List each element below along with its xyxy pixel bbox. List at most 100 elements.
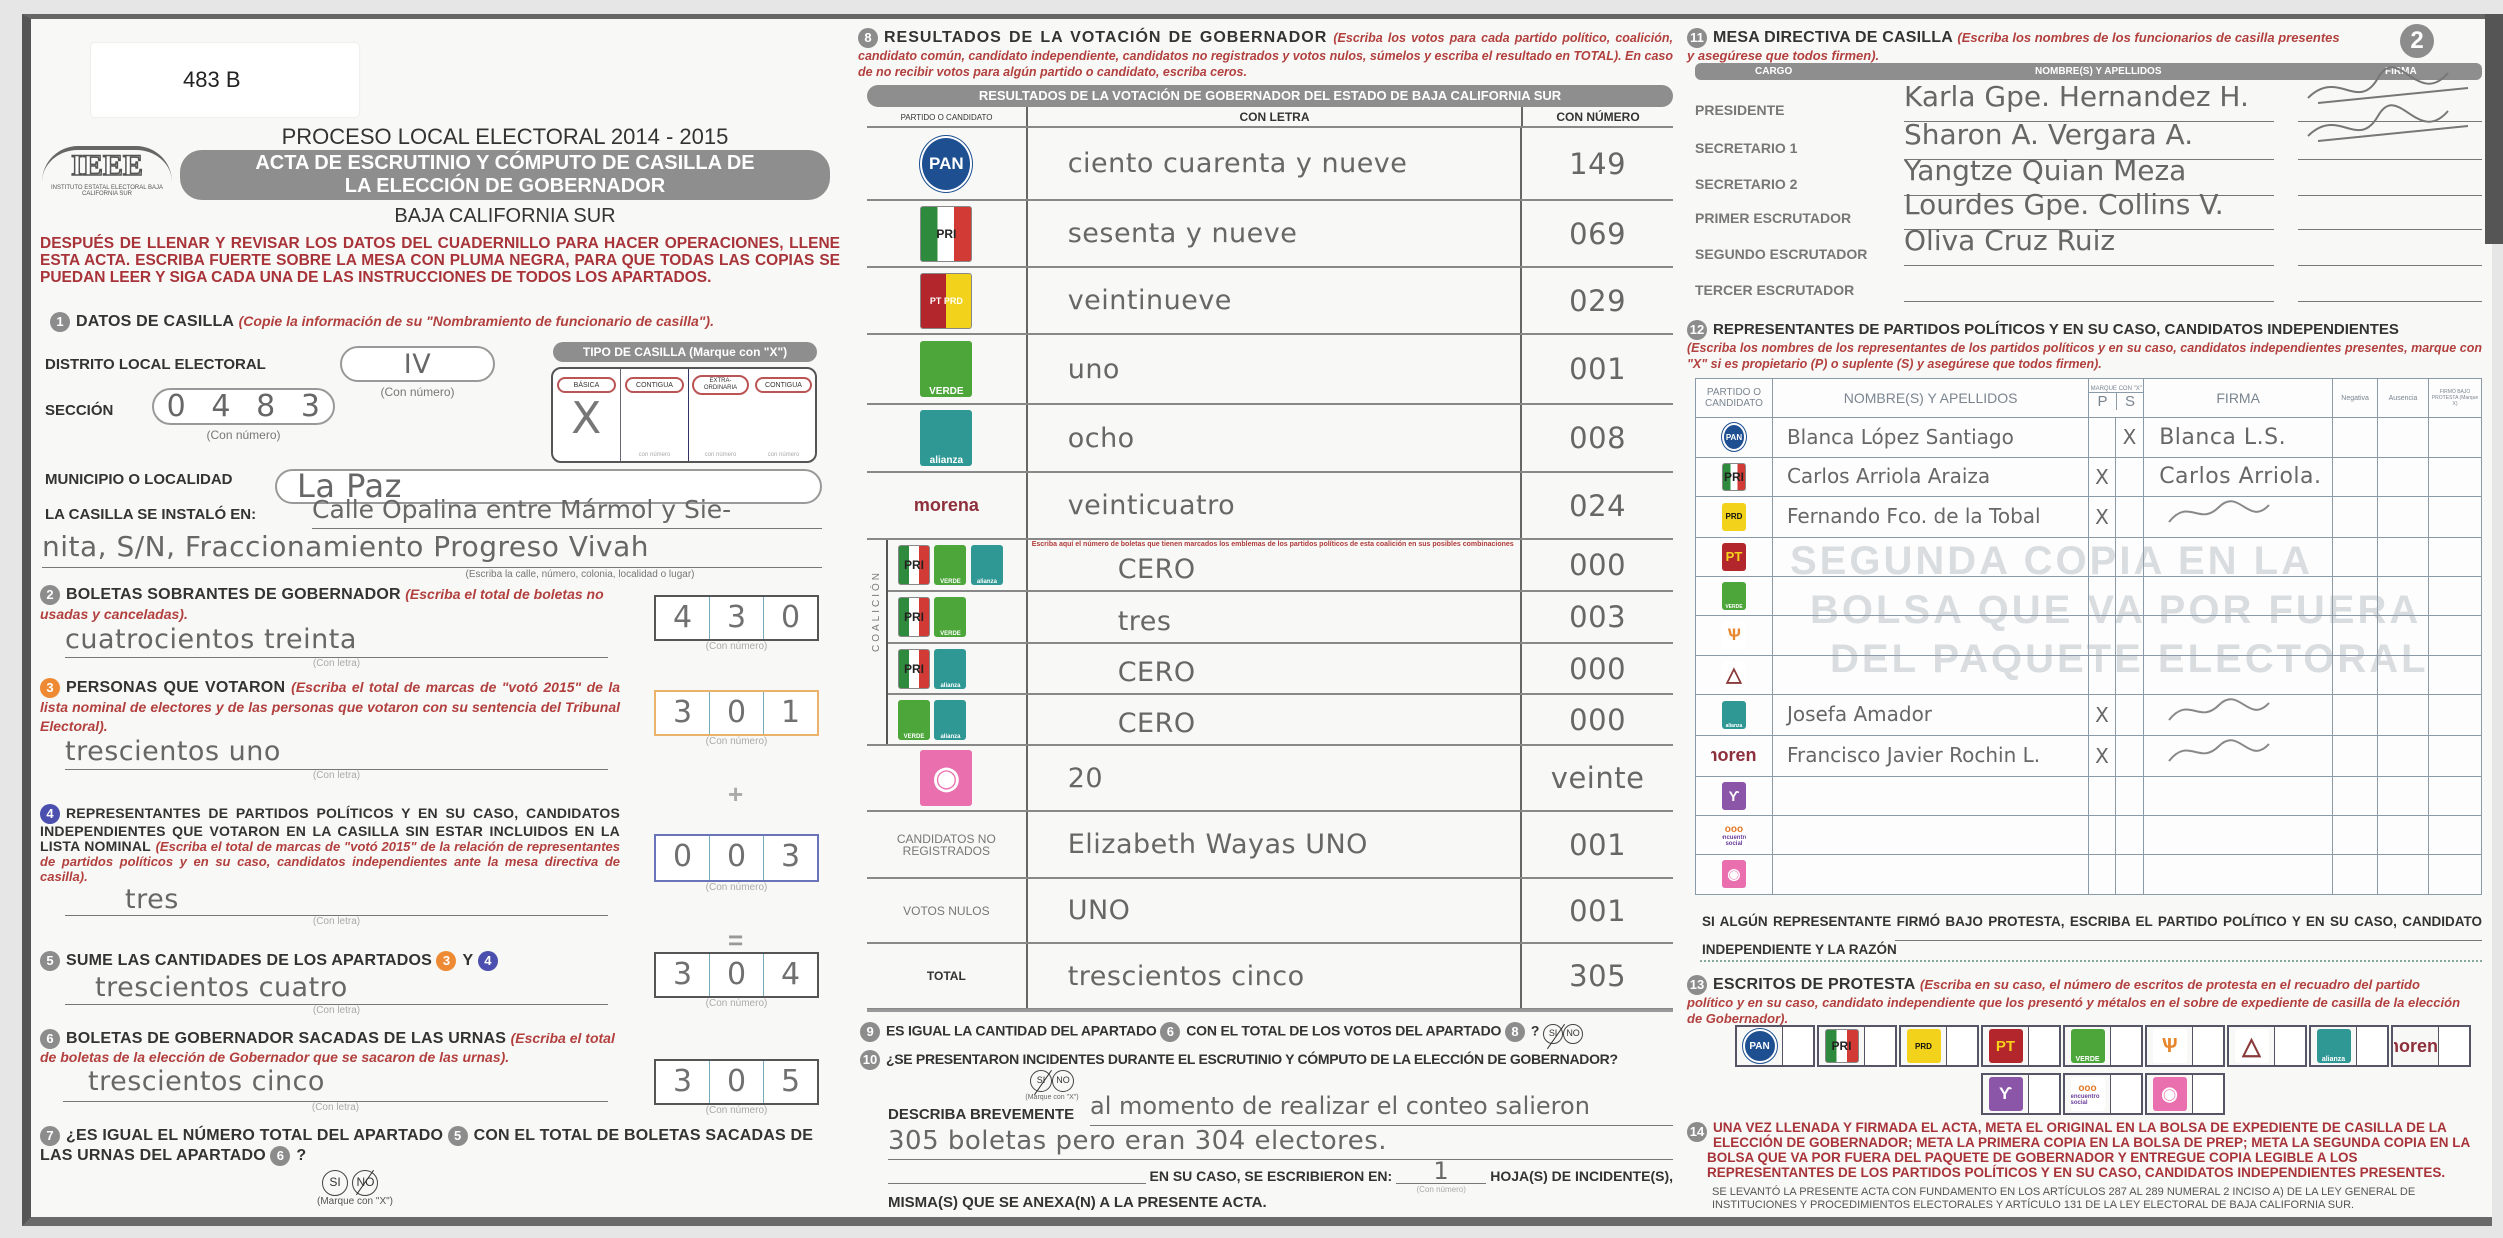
section-note: (Copie la información de su "Nombramient… bbox=[238, 313, 714, 330]
digit: 3 bbox=[780, 839, 801, 874]
rep-sign-cell bbox=[2143, 854, 2334, 895]
section-3: 3 PERSONAS QUE VOTARON (Escriba el total … bbox=[40, 678, 830, 807]
col-sign: FIRMA bbox=[2385, 66, 2417, 77]
describe-line1: al momento de realizar el conteo saliero… bbox=[1090, 1092, 1673, 1126]
col-sign: FIRMA bbox=[2143, 377, 2334, 419]
pan-logo: PAN bbox=[1720, 422, 1747, 453]
rep-protest-cell bbox=[2428, 814, 2482, 856]
alianza-logo: alianza bbox=[970, 545, 1003, 585]
section-number-badge: 6 bbox=[40, 1029, 60, 1049]
rep-negativa-cell bbox=[2332, 654, 2379, 695]
protest-count-field bbox=[2029, 1075, 2059, 1113]
protest-count-field bbox=[2029, 1027, 2059, 1065]
final-instructions: UNA VEZ LLENADA Y FIRMADA EL ACTA, META … bbox=[1707, 1120, 2470, 1180]
official-signature-line bbox=[2298, 104, 2482, 160]
s6-letter-field: trescientos cinco bbox=[63, 1066, 608, 1102]
official-role: PRESIDENTE bbox=[1695, 102, 1785, 118]
con-letra-caption: (Con letra) bbox=[312, 916, 361, 927]
rep-p-cell: X bbox=[2088, 456, 2117, 497]
official-role: SECRETARIO 1 bbox=[1695, 140, 1798, 156]
general-instructions: DESPUÉS DE LLENAR Y REVISAR LOS DATOS DE… bbox=[40, 235, 840, 286]
logo-text: PT bbox=[1725, 549, 1743, 565]
con-numero-caption: (Con número) bbox=[705, 882, 768, 893]
ref-badge: 3 bbox=[436, 950, 457, 971]
votes-letter: 20 bbox=[1067, 762, 1104, 794]
logo-text: VERDE bbox=[940, 631, 961, 637]
protest-count-field bbox=[2111, 1027, 2141, 1065]
instalo-label: LA CASILLA SE INSTALÓ EN: bbox=[45, 506, 257, 523]
rep-ausencia-cell bbox=[2377, 775, 2429, 817]
votes-number: 001 bbox=[1569, 827, 1627, 862]
votes-letter: ocho bbox=[1067, 422, 1135, 454]
votes-letter-cell: ocho bbox=[1026, 404, 1523, 473]
votes-number: 001 bbox=[1569, 352, 1627, 386]
protest-box: alianza bbox=[2309, 1025, 2389, 1067]
rep-name-cell bbox=[1771, 854, 2090, 895]
pan-logo: PAN bbox=[1741, 1028, 1778, 1064]
pri-logo: PRI bbox=[898, 648, 930, 689]
rep-p-mark: X bbox=[2095, 743, 2110, 768]
logo-text: PT bbox=[1995, 1037, 2016, 1055]
votes-letter: veintinueve bbox=[1067, 285, 1232, 316]
results-row: ◉ 20 veinte bbox=[867, 745, 1673, 812]
representative-row: △ bbox=[1695, 654, 2482, 695]
rep-p-mark: X bbox=[2095, 702, 2110, 727]
party-logo-cell: ◉ bbox=[867, 745, 1028, 812]
logo-text: alianza bbox=[929, 455, 964, 466]
tipo-casilla-box: BÁSICA X CONTIGUA con número EXTRA-ORDIN… bbox=[551, 367, 817, 463]
alianza-logo: alianza bbox=[934, 648, 967, 689]
party-logo-cell: PRI bbox=[867, 200, 1028, 268]
rep-name-cell bbox=[1771, 536, 2090, 578]
rep-protest-cell bbox=[2428, 654, 2482, 695]
votes-number-cell: 149 bbox=[1521, 128, 1673, 201]
protest-box: ◉ bbox=[2145, 1073, 2225, 1115]
handwritten-signature bbox=[2168, 738, 2270, 762]
party-logo-cell: alianza bbox=[867, 404, 1028, 473]
digit: 0 bbox=[710, 1061, 764, 1103]
section-12-header: 12 REPRESENTANTES DE PARTIDOS POLÍTICOS Y… bbox=[1687, 320, 2482, 372]
verde-logo: VERDE bbox=[920, 341, 973, 397]
seccion-digit: 8 bbox=[256, 389, 276, 424]
tipo-option-label: BÁSICA bbox=[557, 377, 616, 393]
s9-text2: CON EL TOTAL DE LOS VOTOS DEL APARTADO bbox=[1186, 1022, 1502, 1039]
votes-number-cell: 003 bbox=[1521, 591, 1673, 644]
section-note: (Escriba el total de marcas de "votó 201… bbox=[40, 679, 620, 734]
rep-name-cell bbox=[1771, 775, 2090, 817]
votes-number: 024 bbox=[1569, 488, 1627, 523]
coalition-label: COALICIÓN bbox=[871, 569, 882, 652]
s7-text1: ¿ES IGUAL EL NÚMERO TOTAL DEL APARTADO bbox=[66, 1127, 444, 1145]
annex-text: MISMA(S) QUE SE ANEXA(N) A LA PRESENTE A… bbox=[888, 1194, 1267, 1211]
rep-protest-cell bbox=[2428, 495, 2482, 538]
sheets-field-wrap: 1 (Con número) bbox=[1396, 1158, 1487, 1194]
votes-letter-cell: veinticuatro bbox=[1026, 472, 1523, 540]
logo-text: VERDE bbox=[903, 733, 925, 740]
ieee-logo-caption: INSTITUTO ESTATAL ELECTORAL BAJA CALIFOR… bbox=[50, 185, 164, 197]
rep-name-cell: Fernando Fco. de la Tobal bbox=[1771, 495, 2090, 538]
con-numero-caption: (Con número) bbox=[705, 1105, 768, 1116]
col-role: CARGO bbox=[1755, 66, 1793, 77]
section-number-badge: 4 bbox=[40, 804, 60, 824]
tipo-contigua: CONTIGUA con número bbox=[621, 369, 689, 461]
official-name: Karla Gpe. Hernandez H. bbox=[1904, 80, 2274, 122]
votes-number: 000 bbox=[1569, 651, 1627, 686]
rep-party-cell: △ bbox=[1695, 654, 1773, 695]
rep-name-cell bbox=[1771, 654, 2090, 695]
rep-negativa-cell bbox=[2332, 456, 2379, 497]
protest-count-field bbox=[1865, 1027, 1895, 1065]
distrito-caption: (Con número) bbox=[380, 385, 455, 399]
votes-letter-cell: tres bbox=[1026, 591, 1523, 644]
rep-s-cell bbox=[2115, 495, 2145, 538]
votes-number-cell: 000 bbox=[1521, 643, 1673, 695]
sheets-row: EN SU CASO, SE ESCRIBIERON EN: 1 (Con nú… bbox=[888, 1158, 1673, 1194]
section-title: REPRESENTANTES DE PARTIDOS POLÍTICOS Y E… bbox=[40, 805, 620, 854]
results-row: COALICIÓN PRI VERDE alianza Escriba aquí … bbox=[867, 539, 1673, 746]
coalition-logos: VERDE alianza bbox=[887, 694, 1028, 746]
votes-number-cell: 008 bbox=[1521, 404, 1673, 473]
s2-letter-field: cuatrocientos treinta bbox=[65, 624, 608, 658]
s5-letter-field: trescientos cuatro bbox=[65, 972, 608, 1005]
